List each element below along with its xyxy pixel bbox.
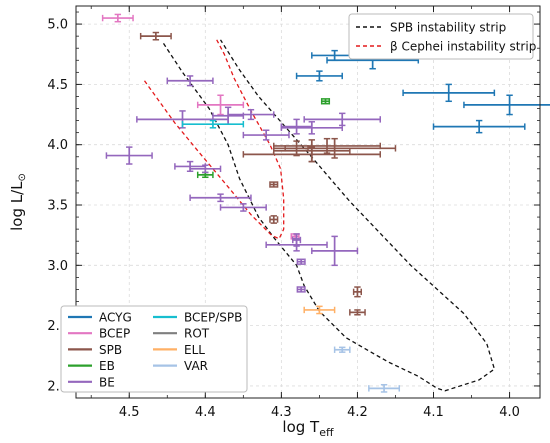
legend-classes: ACYG BCEP SPB EB BE BCEP/SPB ROT ELL VAR — [60, 305, 248, 393]
data-point-bcep-spb — [181, 119, 245, 129]
x-axis-label-main: log T — [282, 418, 320, 436]
y-tick-label: 3.0 — [47, 259, 68, 274]
data-point-bcep — [196, 94, 245, 116]
y-tick-label: 5.0 — [47, 18, 68, 33]
legend-label: SPB — [99, 343, 122, 357]
data-point-spb — [139, 31, 172, 41]
data-point-spb — [352, 286, 362, 298]
bcep-instability-strip — [143, 39, 285, 240]
spb-instability-strip — [162, 39, 496, 392]
legend-label: ELL — [184, 343, 205, 357]
legend-label: β Cephei instability strip — [390, 40, 536, 54]
data-point-be — [219, 203, 267, 212]
data-point-var — [333, 346, 351, 353]
data-point-be — [227, 108, 275, 121]
data-point-be — [242, 129, 290, 141]
data-point-acyg — [432, 119, 526, 134]
data-point-eb — [320, 98, 331, 105]
y-axis-label-main: log L/L — [8, 181, 26, 231]
data-point-acyg — [402, 83, 496, 103]
axis-ticks: 4.5 4.4 4.3 4.2 4.1 4.02.02.53.03.54.04.55.0 — [47, 6, 540, 420]
data-point-be — [105, 146, 153, 165]
legend-instability-strips: SPB instability strip β Cephei instabilit… — [348, 13, 536, 60]
data-point-be — [265, 238, 328, 252]
x-axis-label-sub: eff — [319, 426, 334, 439]
data-point-be — [280, 121, 343, 135]
x-tick-label: 4.3 — [271, 405, 292, 420]
legend-label: SPB instability strip — [390, 21, 506, 35]
x-tick-label: 4.2 — [347, 405, 368, 420]
legend-label: BCEP — [99, 327, 130, 341]
y-tick-label: 3.5 — [47, 199, 68, 214]
data-point-spb — [242, 146, 382, 163]
legend-label: ROT — [184, 327, 210, 341]
data-point-be — [296, 286, 306, 293]
x-tick-label: 4.5 — [119, 405, 140, 420]
y-axis-label: log L/L⊙ — [8, 173, 28, 231]
legend-label: BCEP/SPB — [184, 311, 242, 325]
x-tick-label: 4.1 — [423, 405, 444, 420]
data-point-be — [166, 75, 214, 87]
data-point-spb — [269, 215, 279, 224]
legend-box — [348, 13, 534, 60]
data-point-spb — [349, 309, 366, 316]
x-tick-label: 4.0 — [499, 405, 520, 420]
instability-strips — [143, 39, 496, 392]
data-point-var — [368, 383, 401, 393]
legend-label: EB — [99, 359, 115, 373]
legend-label: VAR — [184, 359, 208, 373]
y-tick-label: 4.0 — [47, 138, 68, 153]
data-point-be — [296, 258, 306, 265]
data-point-bcep — [101, 13, 134, 23]
x-tick-label: 4.4 — [195, 405, 216, 420]
data-point-be — [303, 112, 382, 127]
data-points — [101, 13, 550, 393]
data-point-spb — [273, 137, 382, 154]
data-point-spb — [269, 181, 279, 188]
data-point-be — [311, 235, 359, 267]
data-point-acyg — [295, 70, 343, 82]
plot-frame — [75, 5, 541, 399]
data-point-be — [189, 193, 252, 203]
y-axis-label-sub: ⊙ — [17, 173, 28, 181]
data-point-be — [189, 164, 222, 174]
x-axis-label: log Teff — [282, 418, 334, 439]
y-tick-label: 4.5 — [47, 78, 68, 93]
legend-label: ACYG — [99, 311, 132, 325]
data-point-ell — [303, 305, 336, 315]
data-point-spb — [273, 137, 397, 159]
legend-label: BE — [99, 375, 115, 389]
